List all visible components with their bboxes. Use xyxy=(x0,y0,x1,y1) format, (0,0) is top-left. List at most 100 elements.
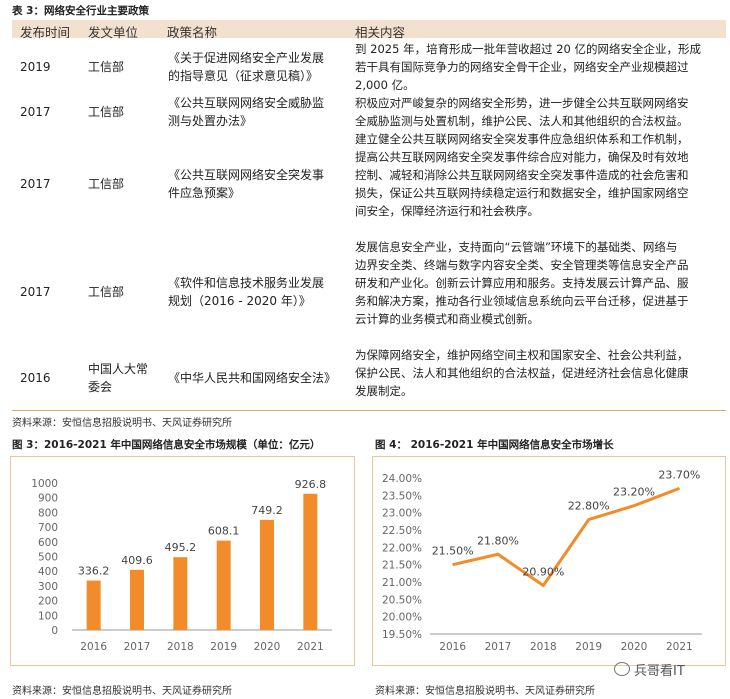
row-year: 2017 xyxy=(20,105,51,119)
policy-name-line: 件应急预案》 xyxy=(168,186,241,200)
row-unit: 工信部 xyxy=(88,177,125,191)
line-chart-frame xyxy=(372,456,726,666)
bar xyxy=(86,580,101,630)
x-tick-label: 2019 xyxy=(210,641,237,653)
row-policy-name: 《关于促进网络安全产业发展 的指导意见（征求意见稿）》 xyxy=(168,49,348,85)
y-tick-label: 21.00% xyxy=(382,577,422,589)
y-tick-label: 0 xyxy=(51,625,58,637)
watermark: 兵哥看IT xyxy=(614,660,685,679)
bar xyxy=(303,493,318,630)
bar-value-label: 608.1 xyxy=(208,525,240,538)
content-line: 云计算的业务模式和商业模式创新。 xyxy=(355,312,539,326)
x-tick-label: 2016 xyxy=(439,641,466,653)
point-value-label: 20.90% xyxy=(522,565,564,578)
row-year: 2019 xyxy=(20,60,51,74)
header-policy: 政策名称 xyxy=(167,25,218,40)
content-line: 提高公共互联网网络安全突发事件综合应对能力，确保及时有效地 xyxy=(355,150,689,164)
content-line: 发展制定。 xyxy=(355,384,413,398)
point-value-label: 21.80% xyxy=(477,534,519,547)
point-value-label: 22.80% xyxy=(568,500,610,513)
row-content: 建立健全公共互联网网络安全突发事件应急组织体系和工作机制， 提高公共互联网网络安全… xyxy=(355,130,723,220)
row-policy-name: 《中华人民共和国网络安全法》 xyxy=(168,369,348,387)
row-unit: 中国人大常委会 xyxy=(88,362,149,394)
policy-name-line: 《软件和信息技术服务业发展 xyxy=(168,276,325,290)
y-tick-label: 22.00% xyxy=(382,542,422,554)
y-tick-label: 23.00% xyxy=(382,508,422,520)
content-line: 间安全，保障经济运行和社会秩序。 xyxy=(355,204,539,218)
bar-chart-source: 资料来源：安恒信息招股说明书、天风证券研究所 xyxy=(12,686,232,697)
y-tick-label: 20.50% xyxy=(382,594,422,606)
content-line: 发展信息安全产业，支持面向“云管端”环境下的基础类、网络与 xyxy=(355,240,678,254)
bar-value-label: 749.2 xyxy=(251,504,283,517)
content-line: 全威胁监测与处置机制，维护公民、法人和其他组织的合法权益。 xyxy=(355,114,689,128)
header-content: 相关内容 xyxy=(355,25,406,40)
table-header: 发布时间 发文单位 政策名称 相关内容 xyxy=(12,20,726,40)
row-policy-name: 《公共互联网网络安全突发事 件应急预案》 xyxy=(168,166,348,202)
x-tick-label: 2020 xyxy=(621,641,648,653)
point-value-label: 23.70% xyxy=(658,468,700,481)
x-tick-label: 2018 xyxy=(530,641,557,653)
y-tick-label: 19.50% xyxy=(382,629,422,641)
row-policy-name: 《公共互联网网络安全威胁监 测与处置办法》 xyxy=(168,94,348,130)
y-tick-label: 24.00% xyxy=(382,473,422,485)
row-content: 到 2025 年，培育形成一批年营收超过 20 亿的网络安全企业，形成 若干具有国… xyxy=(355,40,723,94)
y-tick-label: 500 xyxy=(38,552,58,564)
bar-chart-title: 图 3：2016-2021 年中国网络信息安全市场规模（单位：亿元） xyxy=(12,439,321,451)
series-line xyxy=(452,486,680,587)
y-tick-label: 600 xyxy=(38,537,58,549)
content-line: 保护公民、法人和其他组织的合法权益，促进经济社会信息化健康 xyxy=(355,366,689,380)
data-point xyxy=(588,519,590,521)
bar-chart-frame xyxy=(10,456,355,666)
content-line: 损失，保证公共互联网持续稳定运行和数据安全，维护国家网络空 xyxy=(355,186,689,200)
content-line: 务和解决方案，推动各行业领域信息系统向云平台迁移，促进基于 xyxy=(355,294,689,308)
data-point xyxy=(452,564,454,566)
bar xyxy=(260,519,274,630)
policy-name-line: 的指导意见（征求意见稿）》 xyxy=(168,69,319,83)
point-value-label: 21.50% xyxy=(432,545,474,558)
y-tick-label: 200 xyxy=(38,596,58,608)
line-chart: 19.50% 20.00% 20.50% 21.00% 21.50% 22.00% 22.5… xyxy=(382,468,702,653)
y-tick-label: 21.50% xyxy=(382,560,422,572)
bar xyxy=(216,540,231,630)
policy-name-line: 《关于促进网络安全产业发展 xyxy=(168,51,325,65)
line-chart-title: 图 4： 2016-2021 年中国网络信息安全市场增长 xyxy=(375,439,614,451)
data-point xyxy=(678,487,680,489)
policy-name-line: 《公共互联网网络安全突发事 xyxy=(168,168,325,182)
data-point xyxy=(542,584,544,586)
row-unit: 工信部 xyxy=(88,285,125,299)
policy-name-line: 《公共互联网网络安全威胁监 xyxy=(168,96,325,110)
y-tick-label: 1000 xyxy=(31,478,58,490)
row-policy-name: 《软件和信息技术服务业发展 规划（2016 - 2020 年）》 xyxy=(168,274,348,310)
bar xyxy=(130,569,144,630)
content-line: 边界安全类、终端与数字内容安全类、安全管理类等信息安全产品 xyxy=(355,258,689,272)
x-tick-label: 2016 xyxy=(80,641,107,653)
header-date: 发布时间 xyxy=(20,25,71,40)
y-tick-label: 300 xyxy=(38,581,58,593)
row-unit: 工信部 xyxy=(88,60,125,74)
bar-value-label: 926.8 xyxy=(295,478,327,491)
y-tick-label: 800 xyxy=(38,507,58,519)
row-year: 2017 xyxy=(20,285,51,299)
content-line: 为保障网络安全，维护网络空间主权和国家安全、社会公共利益， xyxy=(355,348,689,362)
x-tick-label: 2017 xyxy=(485,641,512,653)
content-line: 建立健全公共互联网网络安全突发事件应急组织体系和工作机制， xyxy=(355,132,689,146)
table-title: 表 3：网络安全行业主要政策 xyxy=(12,5,149,17)
y-tick-label: 23.50% xyxy=(382,490,422,502)
watermark-text: 兵哥看IT xyxy=(634,664,685,679)
y-tick-label: 22.50% xyxy=(382,525,422,537)
content-line: 若干具有国际竞争力的网络安全骨干企业，网络安全产业规模超过 xyxy=(355,60,689,74)
row-content: 为保障网络安全，维护网络空间主权和国家安全、社会公共利益， 保护公民、法人和其他组… xyxy=(355,346,723,400)
row-unit: 工信部 xyxy=(88,105,125,119)
wechat-icon xyxy=(614,662,630,676)
y-tick-label: 900 xyxy=(38,493,58,505)
bar-value-label: 495.2 xyxy=(165,541,197,554)
line-chart-source: 资料来源：安恒信息招股说明书、天风证券研究所 xyxy=(375,686,595,697)
data-point xyxy=(633,505,635,507)
table-source: 资料来源：安恒信息招股说明书、天风证券研究所 xyxy=(12,418,232,429)
row-content: 发展信息安全产业，支持面向“云管端”环境下的基础类、网络与 边界安全类、终端与数字… xyxy=(355,238,723,328)
x-tick-label: 2021 xyxy=(666,641,693,653)
policy-name-line: 《中华人民共和国网络安全法》 xyxy=(168,371,337,385)
bar-value-label: 409.6 xyxy=(121,554,153,567)
content-line: 到 2025 年，培育形成一批年营收超过 20 亿的网络安全企业，形成 xyxy=(355,42,702,56)
content-line: 控制、减轻和消除公共互联网网络安全突发事件造成的社会危害和 xyxy=(355,168,689,182)
